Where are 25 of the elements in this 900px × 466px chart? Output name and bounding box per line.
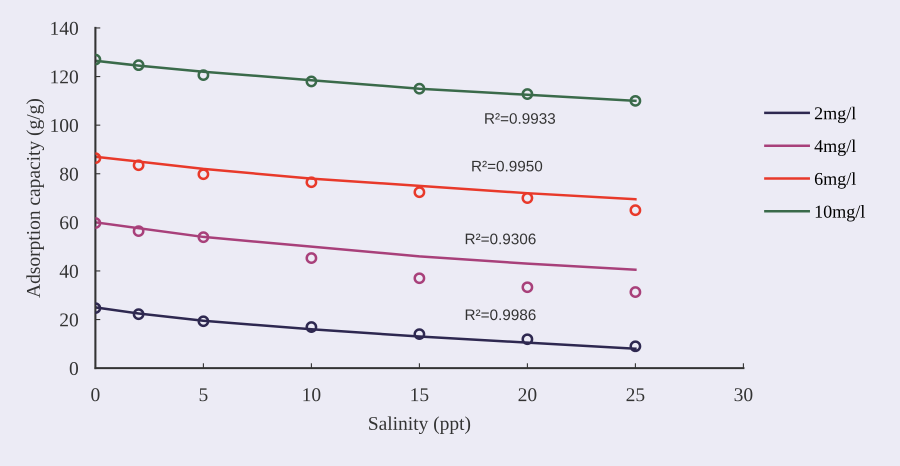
y-tick-label: 120: [51, 70, 78, 84]
legend-label: 6mg/l: [814, 172, 856, 189]
annotation: R²=0.9950: [472, 160, 542, 172]
y-tick-label: 40: [60, 264, 78, 278]
y-tick-label: 20: [60, 313, 78, 326]
x-tick-label: 0: [91, 388, 100, 402]
y-tick-label: 140: [51, 22, 78, 35]
y-tick-label: 100: [51, 118, 78, 132]
legend-label: 10mg/l: [816, 205, 865, 222]
x-tick-label: 25: [626, 388, 644, 402]
x-tick-label: 15: [411, 388, 428, 402]
y-axis-title: Adsorption capacity (g/g): [26, 99, 44, 298]
x-tick-label: 10: [303, 388, 320, 402]
legend-label: 2mg/l: [814, 106, 856, 124]
x-tick-label: 20: [518, 388, 536, 402]
y-tick-label: 80: [60, 168, 78, 181]
x-tick-label: 5: [200, 388, 208, 402]
x-tick-label: 30: [734, 388, 752, 402]
legend-label: 4mg/l: [814, 139, 856, 156]
annotation: R²=0.9986: [466, 309, 536, 320]
annotation: R²=0.9933: [485, 113, 556, 124]
annotation: R²=0.9306: [466, 234, 536, 244]
y-tick-label: 0: [70, 362, 78, 376]
y-tick-label: 60: [60, 216, 78, 230]
x-axis-title: Salinity (ppt): [369, 416, 470, 434]
